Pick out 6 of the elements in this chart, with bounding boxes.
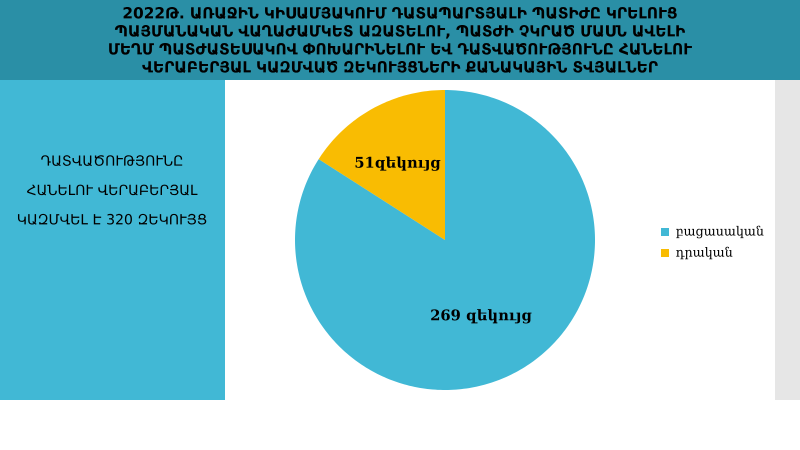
legend-label: բացասական xyxy=(676,226,764,238)
text: ԴԱՏՎԱԾՈՒԹՅՈՒՆԸ ՀԱՆԵԼՈՒ ՎԵՐԱԲԵՐՅԱԼ ԿԱԶՄՎԵԼ Է 320 ԶԵԿՈՒՅՑ xyxy=(18,155,206,225)
data-label: 51զեկույց xyxy=(356,156,440,171)
legend-label: դրական xyxy=(676,246,732,260)
chart-title: 2022Թ. ԱՌԱՋԻՆ ԿԻՍԱՄՅԱԿՈՒՄ ԴԱՏԱՊԱՐՏՅԱԼԻ ՊԱՏԻԺԸ ԿՐԵԼՈՒՑ ՊԱՅՄԱՆԱԿԱՆ ՎԱՂԱԺԱՄԿԵՏ ԱԶԱՏԵԼՈՒ, ՊԱՏԺԻ ՉԿՐԱԾ ՄԱՍՆ ԱՎԵԼԻ ՄԵՂՄ ՊԱՏԺԱՏԵՍԱԿՈՎ ՓՈԽԱՐԻՆԵԼՈՒ ԵՎ ԴԱՏՎԱԾՈՒԹՅՈՒՆԸ ՀԱՆԵԼՈՒ ՎԵՐԱԲԵՐՅԱԼ ԿԱԶՄՎԱԾ ԶԵԿՈՒՅՑՆԵՐԻ ՔԱՆԱԿԱՅԻՆ ՏՎՅԱԼՆԵՐ xyxy=(109,7,692,73)
data-label: 269 զեկույց xyxy=(431,309,532,324)
